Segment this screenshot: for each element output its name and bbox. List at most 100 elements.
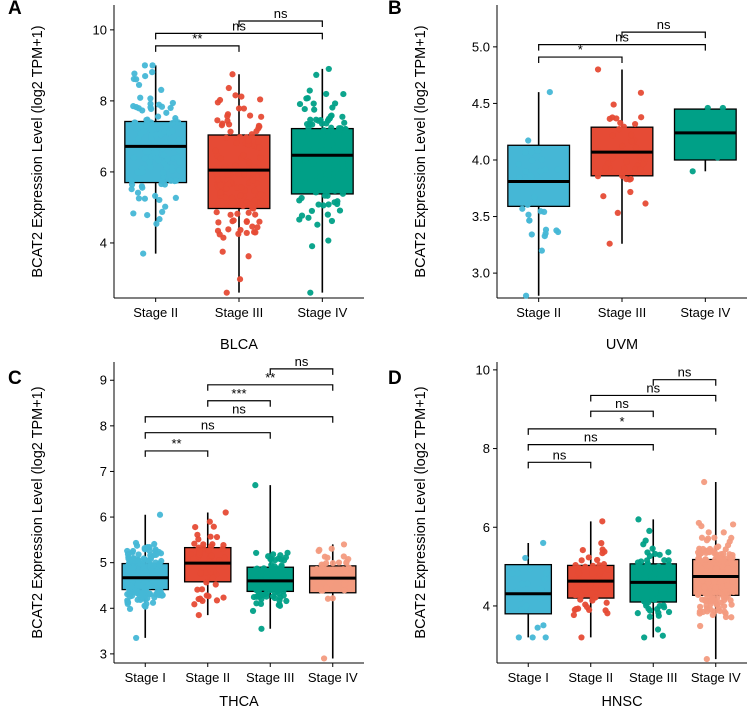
data-point bbox=[328, 545, 335, 552]
data-point bbox=[194, 586, 201, 593]
data-point bbox=[157, 550, 165, 557]
data-point bbox=[212, 147, 219, 154]
data-point bbox=[238, 184, 245, 191]
data-point bbox=[325, 237, 332, 244]
data-point bbox=[315, 201, 322, 208]
significance-label: ns bbox=[295, 354, 309, 369]
panel-label: B bbox=[388, 0, 402, 19]
data-point bbox=[126, 590, 133, 597]
data-point bbox=[538, 156, 545, 163]
box-group-stage-iv bbox=[673, 104, 737, 175]
data-point bbox=[665, 563, 672, 571]
y-tick-label: 4 bbox=[483, 598, 490, 613]
data-point bbox=[340, 145, 347, 152]
data-point bbox=[252, 211, 259, 218]
data-point bbox=[268, 561, 275, 568]
data-point bbox=[573, 591, 580, 598]
data-point bbox=[134, 596, 141, 603]
data-point bbox=[195, 536, 202, 543]
data-point bbox=[216, 96, 224, 104]
data-point bbox=[298, 171, 306, 178]
data-point bbox=[270, 551, 277, 558]
data-point bbox=[515, 161, 522, 168]
y-tick-label: 10 bbox=[93, 22, 107, 37]
data-point bbox=[256, 144, 263, 151]
data-point bbox=[221, 563, 228, 570]
bracket-line bbox=[207, 384, 334, 391]
data-point bbox=[210, 523, 217, 530]
data-point bbox=[266, 584, 273, 591]
data-point bbox=[311, 106, 318, 113]
data-point bbox=[174, 154, 181, 161]
data-point bbox=[701, 584, 708, 591]
data-point bbox=[541, 233, 548, 240]
data-point bbox=[152, 192, 159, 199]
data-point bbox=[209, 574, 216, 581]
data-point bbox=[255, 587, 262, 595]
data-point bbox=[538, 247, 545, 254]
bracket-line bbox=[652, 379, 717, 386]
data-point bbox=[323, 90, 330, 98]
data-point bbox=[335, 171, 342, 178]
data-point bbox=[594, 66, 602, 73]
data-point bbox=[197, 595, 204, 602]
data-point bbox=[519, 205, 526, 212]
data-point bbox=[655, 609, 662, 616]
data-point bbox=[325, 65, 332, 73]
data-point bbox=[665, 608, 673, 616]
data-point bbox=[124, 600, 131, 608]
data-point bbox=[713, 550, 720, 558]
data-point bbox=[164, 155, 171, 163]
data-point bbox=[703, 602, 710, 609]
data-point bbox=[635, 563, 642, 570]
data-point bbox=[601, 548, 608, 555]
box-group-stage-iii bbox=[629, 516, 678, 641]
data-point bbox=[279, 570, 286, 577]
data-point bbox=[159, 169, 167, 176]
data-point bbox=[340, 553, 347, 560]
data-point bbox=[340, 90, 347, 98]
data-point bbox=[316, 567, 323, 574]
data-point bbox=[132, 539, 140, 547]
data-point bbox=[522, 554, 529, 562]
data-point bbox=[216, 556, 223, 564]
data-point bbox=[522, 292, 530, 299]
bracket-line bbox=[207, 400, 271, 407]
box-body bbox=[673, 108, 737, 161]
data-point bbox=[719, 563, 727, 570]
data-point bbox=[339, 160, 346, 167]
data-point bbox=[324, 211, 331, 218]
data-point bbox=[341, 581, 348, 588]
data-point bbox=[246, 159, 253, 167]
data-point bbox=[636, 154, 643, 161]
data-point bbox=[133, 76, 140, 83]
data-point bbox=[229, 194, 236, 201]
data-point bbox=[345, 564, 352, 571]
data-point bbox=[236, 276, 244, 283]
data-point bbox=[172, 194, 179, 202]
panel-C: C 3 4 5 6 7 8 9 BCAT2 Expression Level (log2 TPM… bbox=[8, 354, 364, 710]
data-point bbox=[581, 586, 588, 593]
data-point bbox=[730, 560, 737, 567]
data-point bbox=[627, 188, 634, 196]
data-point bbox=[135, 81, 143, 89]
data-point bbox=[143, 122, 150, 129]
data-point bbox=[347, 581, 354, 588]
data-point bbox=[246, 112, 254, 119]
data-point bbox=[324, 128, 331, 135]
data-point bbox=[308, 207, 316, 215]
data-point bbox=[137, 94, 144, 101]
data-point bbox=[698, 565, 705, 573]
data-point bbox=[149, 69, 156, 76]
data-point bbox=[233, 139, 240, 147]
data-point bbox=[605, 566, 612, 573]
data-point bbox=[176, 167, 183, 174]
data-point bbox=[316, 546, 323, 553]
data-point bbox=[614, 209, 621, 216]
data-point bbox=[543, 570, 550, 577]
data-point bbox=[227, 211, 234, 218]
data-point bbox=[313, 71, 320, 79]
data-point bbox=[712, 584, 719, 591]
bracket-line bbox=[144, 450, 209, 457]
